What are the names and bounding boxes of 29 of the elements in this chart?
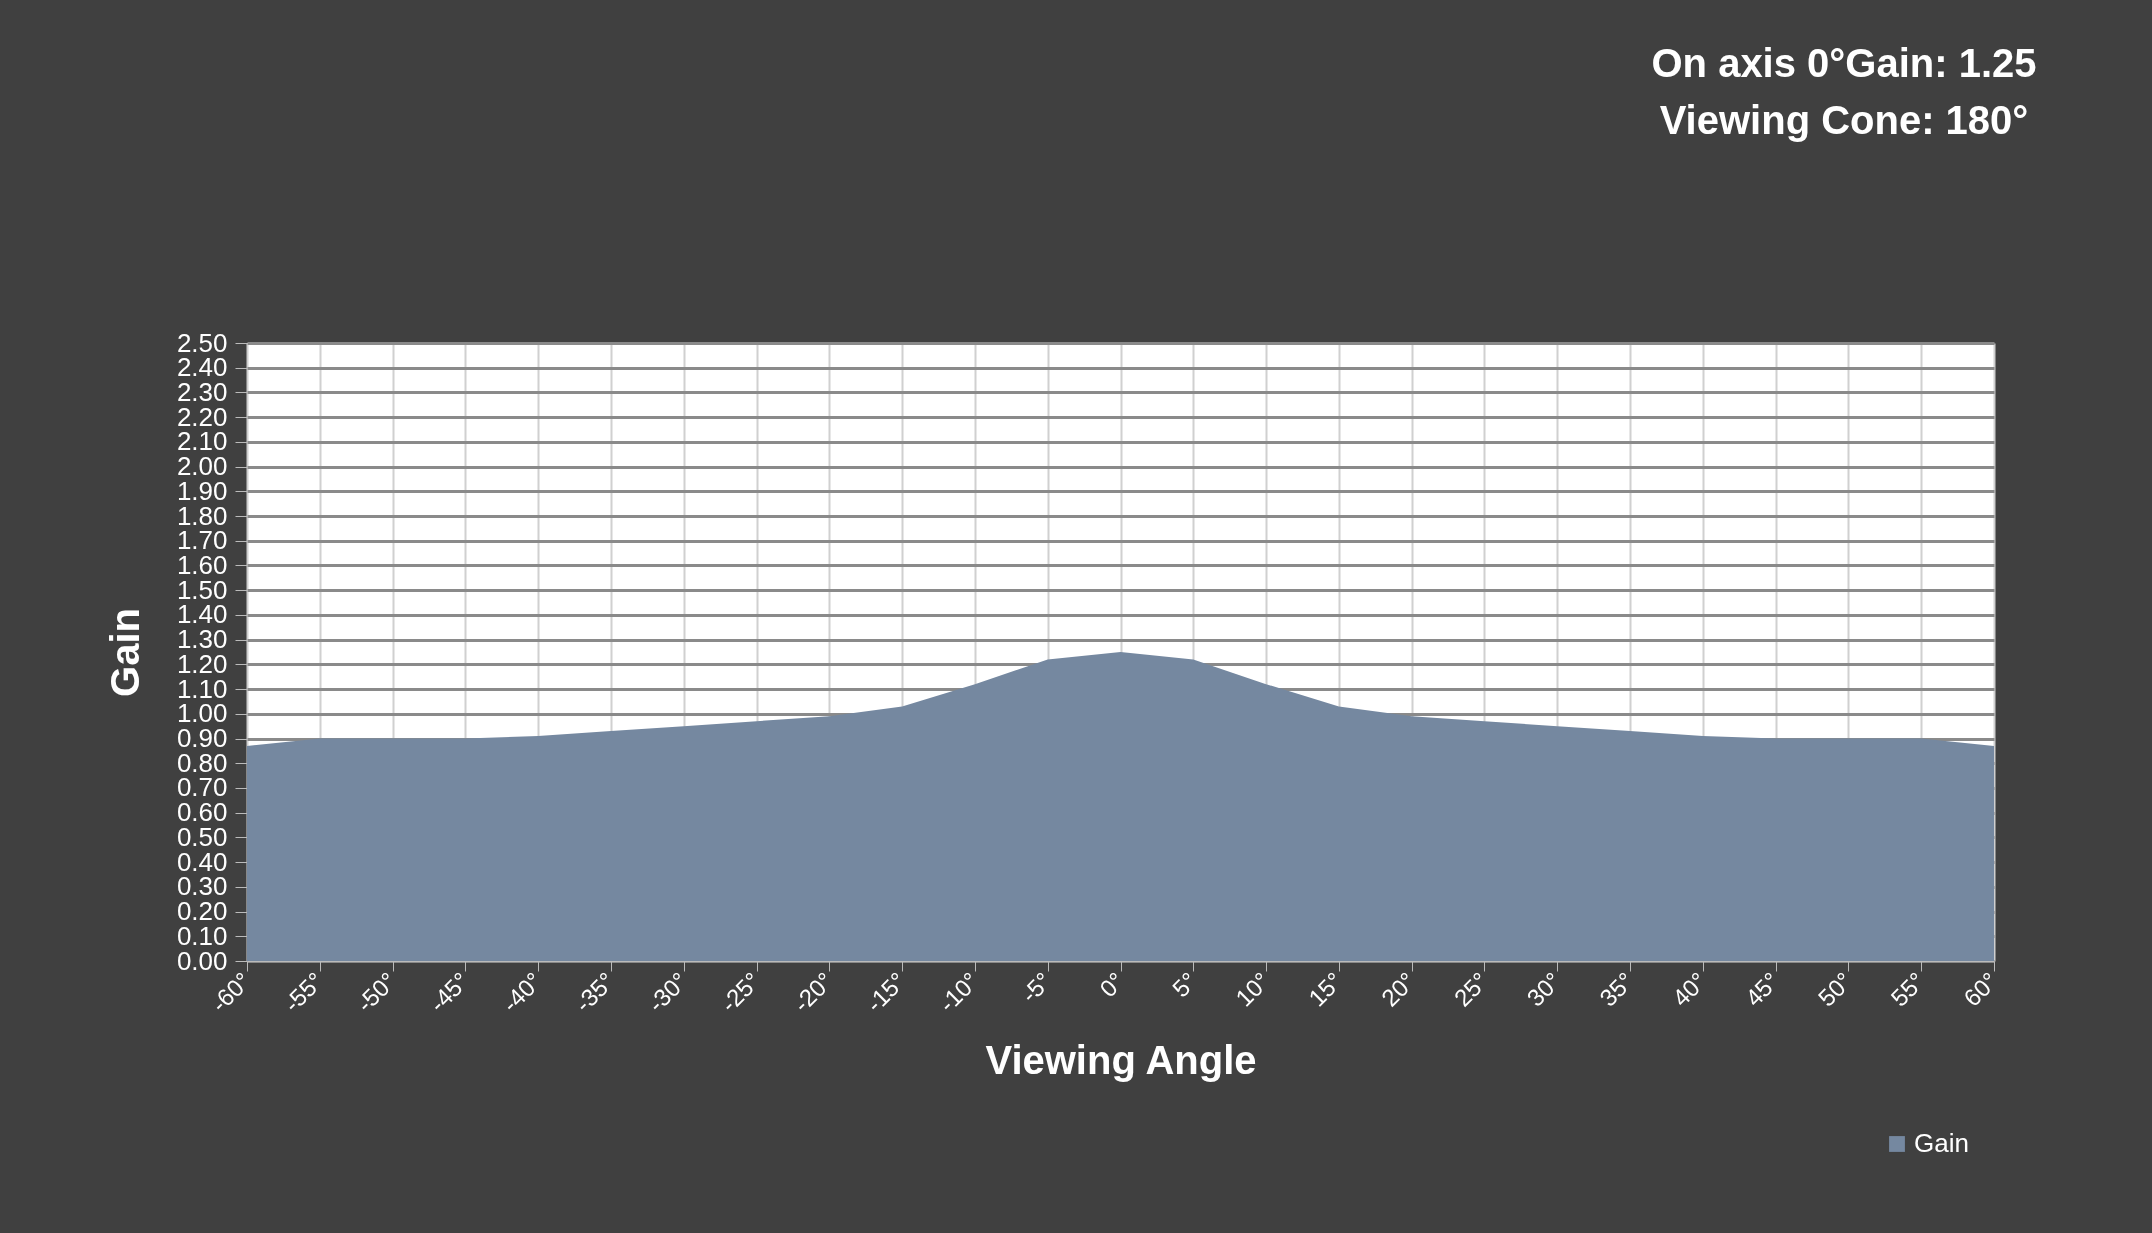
x-tick-label: 30° xyxy=(1521,966,1567,1012)
x-tick-label: 15° xyxy=(1303,966,1348,1012)
text: Viewing Cone: 180° xyxy=(1659,98,2029,142)
x-axis-title: Viewing Angle xyxy=(985,1038,1257,1083)
x-tick-label: 5° xyxy=(1166,966,1203,1003)
x-tick-label: 0° xyxy=(1094,966,1130,1003)
x-tick-label: -25° xyxy=(715,966,766,1018)
x-tick-label: -45° xyxy=(423,966,475,1018)
x-tick-label: -40° xyxy=(496,966,548,1018)
x-tick-label: -35° xyxy=(569,966,620,1018)
x-tick-label: -20° xyxy=(787,966,839,1018)
text: On axis 0°Gain: 1.25 xyxy=(1651,41,2037,85)
x-tick-label: 55° xyxy=(1885,966,1931,1012)
x-tick-label: 10° xyxy=(1230,966,1276,1012)
x-tick-label: 25° xyxy=(1448,966,1494,1012)
x-tick-label: -30° xyxy=(642,966,693,1018)
legend-label: Gain xyxy=(1914,1128,1969,1158)
x-tick-label: -10° xyxy=(933,966,984,1018)
x-tick-label: 20° xyxy=(1375,966,1421,1012)
x-tick-label: -15° xyxy=(860,966,912,1018)
x-tick-label: 45° xyxy=(1739,966,1785,1012)
x-tick-label: 60° xyxy=(1958,966,2003,1012)
x-tick-label: 40° xyxy=(1667,966,1712,1012)
x-tick-label: -5° xyxy=(1015,966,1057,1008)
x-tick-label: -50° xyxy=(351,966,402,1018)
x-tick-label: 35° xyxy=(1594,966,1640,1012)
x-tick-label: -55° xyxy=(278,966,329,1018)
y-axis-title: Gain xyxy=(102,608,147,697)
x-tick-label: 50° xyxy=(1812,966,1858,1012)
